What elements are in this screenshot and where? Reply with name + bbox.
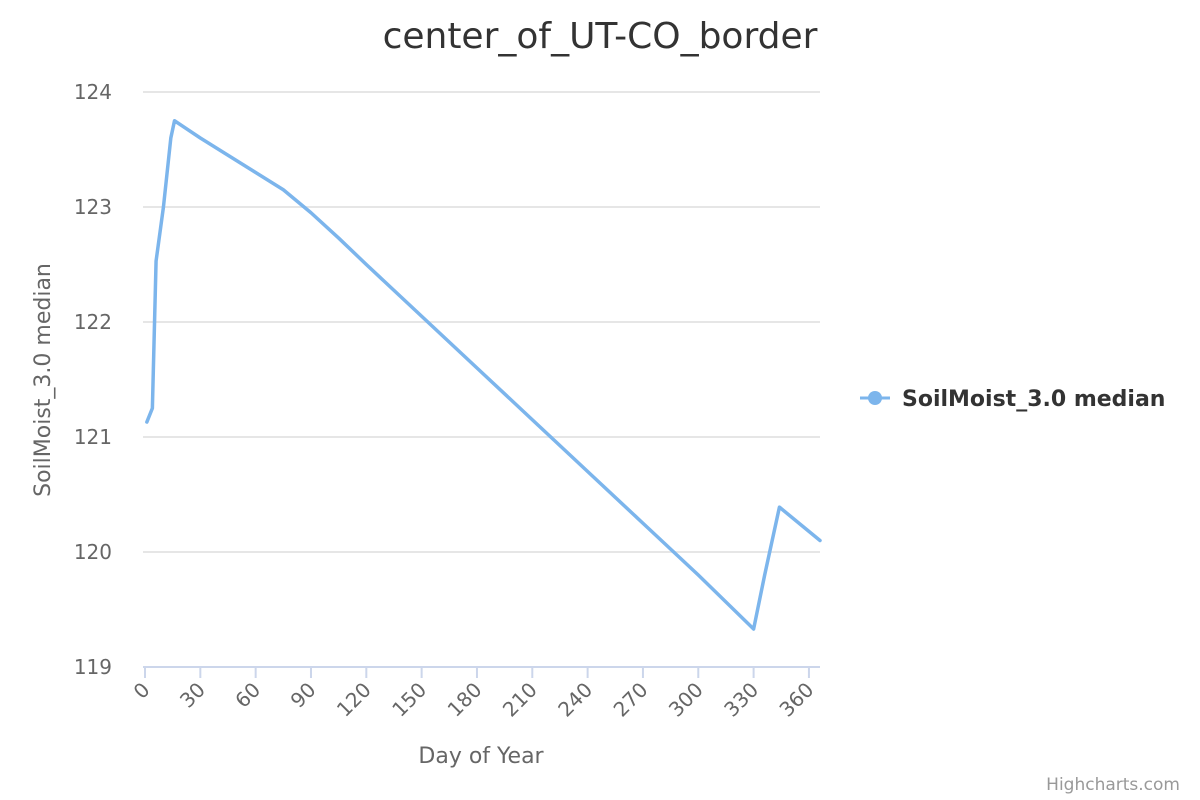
y-tick-label: 124: [74, 80, 112, 104]
legend-label: SoilMoist_3.0 median: [902, 387, 1165, 412]
y-tick-label: 123: [74, 195, 112, 219]
x-tick-label: 300: [664, 678, 708, 722]
chart-title: center_of_UT-CO_border: [383, 16, 818, 57]
x-tick-label: 210: [498, 678, 542, 722]
x-tick-label: 90: [286, 678, 321, 713]
y-tick-label: 121: [74, 425, 112, 449]
x-tick-label: 150: [387, 678, 431, 722]
x-tick-label: 30: [175, 678, 210, 713]
y-tick-label: 119: [74, 655, 112, 679]
x-tick-label: 270: [609, 678, 653, 722]
legend-item-soilmoist[interactable]: SoilMoist_3.0 median: [860, 387, 1165, 412]
x-tick-label: 180: [443, 678, 487, 722]
y-axis-tick-labels: 119 120 121 122 123 124: [74, 80, 112, 679]
x-tick-label: 0: [129, 678, 155, 704]
credits-link[interactable]: Highcharts.com: [1046, 775, 1180, 795]
y-tick-label: 120: [74, 540, 112, 564]
x-axis-title: Day of Year: [418, 744, 544, 769]
x-tick-label: 240: [553, 678, 597, 722]
x-tick-label: 120: [332, 678, 376, 722]
grid-lines: [143, 91, 820, 553]
x-axis-ticks: 0 30 60 90 120 150 180 210 240 270 300 330 360: [129, 667, 818, 722]
x-tick-label: 360: [774, 678, 818, 722]
legend-marker-icon: [868, 391, 882, 405]
y-axis-title: SoilMoist_3.0 median: [31, 263, 56, 497]
y-tick-label: 122: [74, 310, 112, 334]
x-tick-label: 60: [230, 678, 265, 713]
x-tick-label: 330: [719, 678, 763, 722]
series-line-soilmoist[interactable]: [145, 119, 822, 631]
